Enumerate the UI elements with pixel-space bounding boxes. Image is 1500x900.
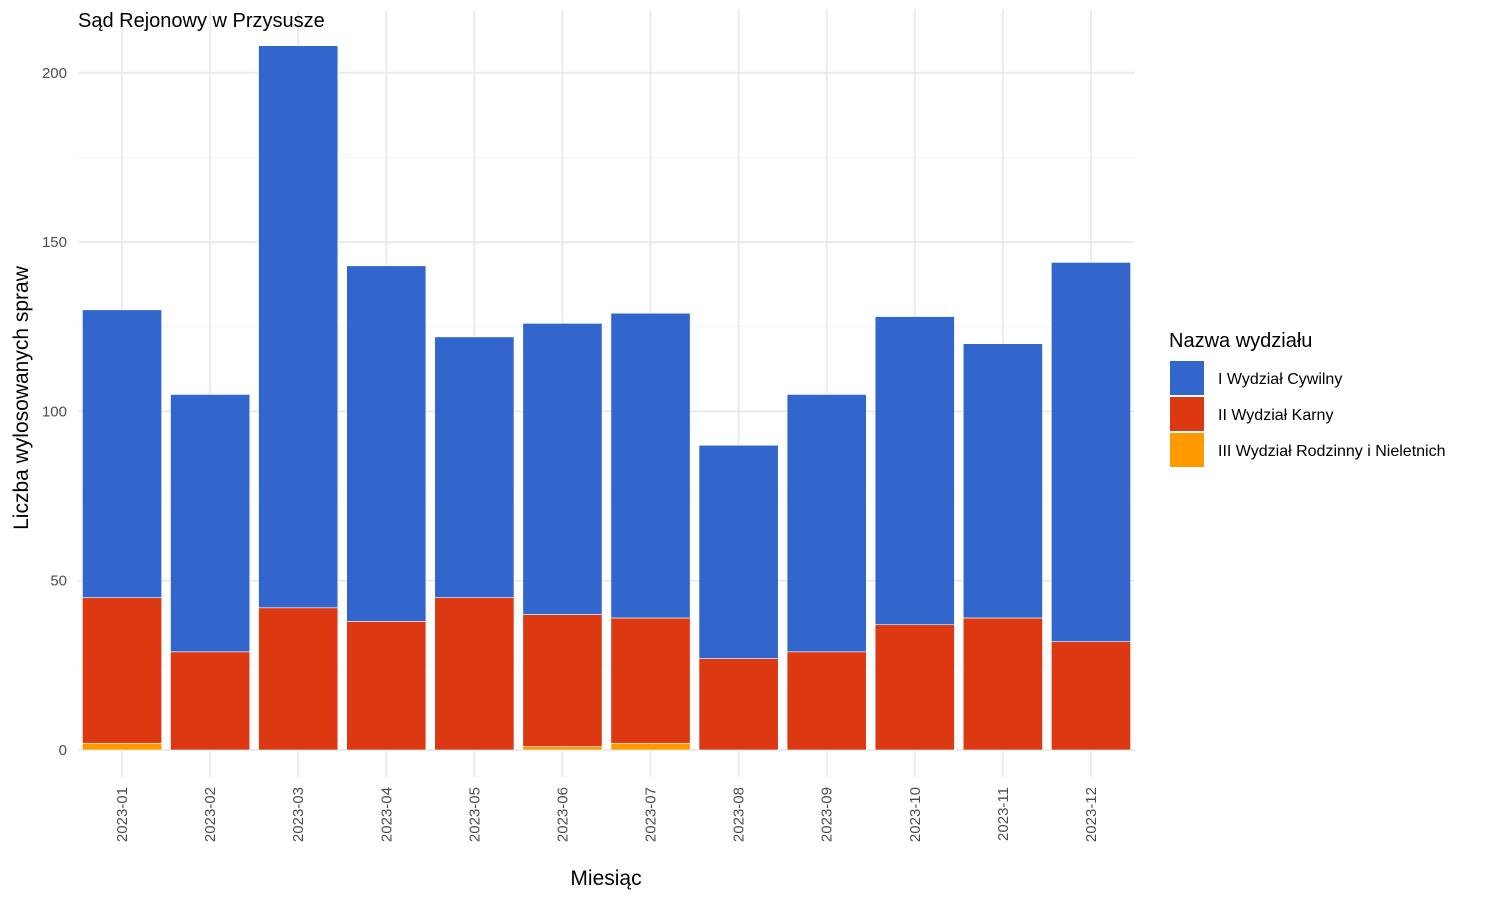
bar-segment — [522, 614, 603, 747]
bar-segment — [82, 309, 162, 598]
x-tick-label: 2023-02 — [202, 787, 219, 842]
bar-segment — [522, 323, 603, 615]
bar-segment — [346, 265, 427, 622]
bar-segment — [82, 597, 162, 744]
bar-segment — [170, 394, 251, 653]
bar-segment — [434, 336, 515, 598]
bar-segment — [874, 624, 955, 751]
legend-swatch — [1170, 433, 1204, 467]
legend-title: Nazwa wydziału — [1169, 330, 1312, 352]
legend-label: III Wydział Rodzinny i Nieletnich — [1218, 443, 1446, 460]
x-tick-label: 2023-06 — [554, 787, 571, 842]
bar-segment — [610, 312, 691, 619]
x-tick-label: 2023-01 — [114, 787, 131, 842]
x-tick-label: 2023-03 — [290, 787, 307, 842]
bar-segment — [434, 597, 515, 751]
bar-segment — [698, 658, 779, 751]
bar-segment — [610, 617, 691, 744]
y-tick-label: 0 — [59, 742, 67, 759]
chart-title: Sąd Rejonowy w Przysusze — [78, 10, 325, 32]
bar-segment — [82, 742, 162, 751]
y-tick-label: 50 — [50, 573, 67, 590]
bar-segment — [258, 45, 339, 609]
axes: Sąd Rejonowy w Przysusze Miesiąc Liczba … — [10, 10, 1100, 890]
bar-segment — [346, 621, 427, 751]
y-tick-label: 150 — [42, 234, 67, 251]
bar-segment — [522, 746, 603, 751]
bar-segment — [962, 617, 1043, 751]
bar-segment — [874, 316, 955, 626]
x-tick-label: 2023-09 — [819, 787, 836, 842]
y-tick-label: 100 — [42, 403, 67, 420]
bars — [82, 45, 1131, 751]
legend-label: I Wydział Cywilny — [1218, 371, 1342, 388]
x-tick-label: 2023-08 — [731, 787, 748, 842]
legend: Nazwa wydziału I Wydział Cywilny II Wydzi… — [1169, 330, 1446, 467]
legend-swatch — [1170, 361, 1204, 395]
bar-segment — [786, 394, 867, 653]
x-axis-title: Miesiąc — [570, 867, 641, 890]
y-tick-label: 200 — [42, 65, 67, 82]
bar-segment — [786, 651, 867, 751]
y-axis-title: Liczba wylosowanych spraw — [10, 265, 33, 530]
x-tick-label: 2023-04 — [378, 787, 395, 842]
bar-segment — [170, 651, 251, 751]
bar-segment — [698, 444, 779, 659]
bar-segment — [1051, 641, 1131, 751]
legend-swatch — [1170, 397, 1204, 431]
bar-segment — [1051, 262, 1131, 642]
bar-segment — [962, 343, 1043, 619]
bar-segment — [258, 607, 339, 751]
x-tick-label: 2023-10 — [907, 787, 924, 842]
x-tick-label: 2023-05 — [466, 787, 483, 842]
x-tick-label: 2023-11 — [995, 787, 1012, 841]
x-tick-label: 2023-12 — [1083, 787, 1100, 842]
x-tick-label: 2023-07 — [643, 787, 660, 842]
legend-label: II Wydział Karny — [1218, 407, 1333, 424]
bar-segment — [610, 742, 691, 751]
